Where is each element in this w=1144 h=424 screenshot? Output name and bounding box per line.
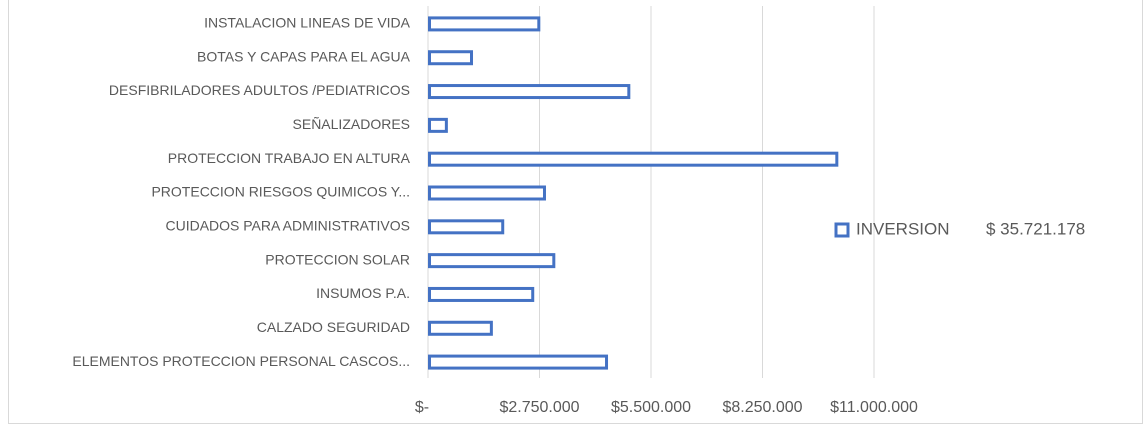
legend-label: INVERSION <box>856 219 950 238</box>
x-tick-label: $8.250.000 <box>722 399 802 416</box>
bar <box>428 354 609 370</box>
x-tick-label: $2.750.000 <box>499 399 579 416</box>
y-tick-label: DESFIBRILADORES ADULTOS /PEDIATRICOS <box>109 82 410 98</box>
x-tick-label: $- <box>415 399 429 416</box>
bar <box>428 253 556 269</box>
legend-total: $ 35.721.178 <box>986 219 1085 238</box>
y-tick-label: CUIDADOS PARA ADMINISTRATIVOS <box>165 218 410 234</box>
bar <box>428 185 546 201</box>
x-tick-label: $11.000.000 <box>830 399 918 416</box>
y-tick-label: CALZADO SEGURIDAD <box>257 319 410 335</box>
y-tick-label: PROTECCION RIESGOS QUIMICOS Y... <box>151 184 410 200</box>
bar <box>428 117 448 133</box>
bar <box>428 84 631 100</box>
y-tick-label: INSUMOS P.A. <box>316 285 410 301</box>
bar <box>428 286 535 302</box>
y-tick-label: BOTAS Y CAPAS PARA EL AGUA <box>197 48 411 64</box>
y-tick-label: PROTECCION TRABAJO EN ALTURA <box>168 150 411 166</box>
bar <box>428 219 505 235</box>
bar <box>428 50 474 66</box>
bar <box>428 16 541 32</box>
y-tick-label: INSTALACION LINEAS DE VIDA <box>204 15 411 31</box>
y-tick-label: PROTECCION SOLAR <box>265 251 410 267</box>
y-tick-label: ELEMENTOS PROTECCION PERSONAL CASCOS... <box>72 353 410 369</box>
x-tick-label: $5.500.000 <box>611 399 691 416</box>
bar <box>428 320 493 336</box>
y-tick-label: SEÑALIZADORES <box>293 116 410 132</box>
bar <box>428 151 839 167</box>
legend-swatch <box>834 222 850 238</box>
